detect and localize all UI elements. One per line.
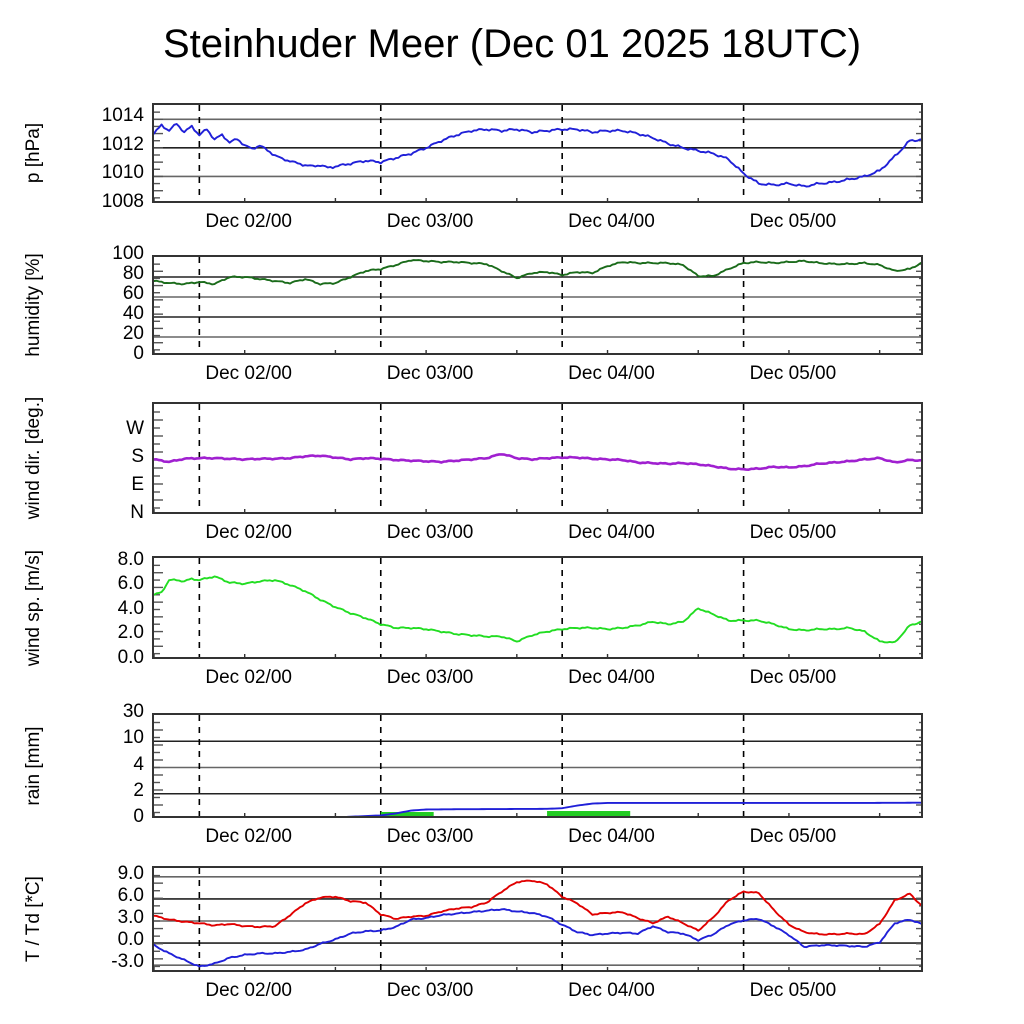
x-tick-pressure-1: Dec 03/00 xyxy=(386,211,474,232)
y-axis-label-temperature: T / Td [*C] xyxy=(23,876,44,962)
x-tick-rain-3: Dec 05/00 xyxy=(749,826,837,847)
y-tick-temperature-4: -3.0 xyxy=(111,951,144,973)
y-tick-rain-0: 30 xyxy=(122,701,144,722)
y-tick-pressure-2: 1010 xyxy=(101,162,144,184)
series-winddir-dir xyxy=(154,453,921,471)
y-tick-temperature-2: 3.0 xyxy=(117,907,144,928)
y-tick-humidity-5: 0 xyxy=(133,343,144,364)
y-tick-windspeed-4: 0.0 xyxy=(117,647,144,668)
y-tick-rain-1: 10 xyxy=(122,727,144,749)
x-tick-humidity-0: Dec 02/00 xyxy=(205,363,292,384)
series-humidity-RH xyxy=(154,259,921,286)
x-tick-windspeed-2: Dec 04/00 xyxy=(568,667,655,688)
y-axis-label-rain: rain [mm] xyxy=(23,725,44,806)
x-tick-winddir-0: Dec 02/00 xyxy=(205,522,292,543)
plot-area-humidity xyxy=(152,255,923,355)
x-tick-winddir-3: Dec 05/00 xyxy=(749,522,837,543)
y-tick-humidity-4: 20 xyxy=(122,323,144,344)
y-tick-windspeed-3: 2.0 xyxy=(117,622,144,644)
plot-area-rain xyxy=(152,713,923,818)
x-tick-rain-0: Dec 02/00 xyxy=(205,826,292,847)
plot-area-pressure xyxy=(152,103,923,203)
x-tick-pressure-2: Dec 04/00 xyxy=(568,211,655,232)
y-tick-rain-3: 2 xyxy=(133,779,144,801)
y-tick-humidity-1: 80 xyxy=(122,263,144,284)
x-tick-pressure-3: Dec 05/00 xyxy=(749,211,837,232)
y-axis-label-humidity: humidity [%] xyxy=(23,253,44,357)
y-tick-temperature-1: 6.0 xyxy=(117,884,144,906)
x-tick-humidity-2: Dec 04/00 xyxy=(568,363,655,384)
y-tick-humidity-3: 40 xyxy=(122,303,144,324)
y-tick-winddir-2: E xyxy=(131,474,144,495)
x-tick-temperature-2: Dec 04/00 xyxy=(568,980,655,1001)
y-tick-pressure-0: 1014 xyxy=(101,105,144,127)
series-temperature-T xyxy=(154,879,921,936)
series-pressure-p xyxy=(154,123,921,188)
y-tick-pressure-1: 1012 xyxy=(101,133,144,155)
x-tick-temperature-3: Dec 05/00 xyxy=(749,980,837,1001)
series-windspeed-ff xyxy=(154,575,921,644)
page-title: Steinhuder Meer (Dec 01 2025 18UTC) xyxy=(162,22,862,66)
x-tick-windspeed-3: Dec 05/00 xyxy=(749,667,837,688)
x-tick-rain-1: Dec 03/00 xyxy=(386,826,474,847)
y-axis-label-pressure: p [hPa] xyxy=(23,122,44,184)
plot-area-temperature xyxy=(152,866,923,972)
y-tick-temperature-0: 9.0 xyxy=(117,862,144,884)
y-axis-label-windspeed: wind sp. [m/s] xyxy=(23,549,44,666)
y-tick-windspeed-1: 6.0 xyxy=(117,573,144,595)
y-tick-winddir-3: N xyxy=(130,502,144,523)
y-tick-windspeed-2: 4.0 xyxy=(117,597,144,619)
y-tick-temperature-3: 0.0 xyxy=(117,929,144,951)
x-tick-humidity-1: Dec 03/00 xyxy=(386,363,474,384)
x-tick-rain-2: Dec 04/00 xyxy=(568,826,655,847)
x-tick-humidity-3: Dec 05/00 xyxy=(749,363,837,384)
plot-area-winddir xyxy=(152,402,923,514)
y-tick-windspeed-0: 8.0 xyxy=(117,548,144,570)
y-tick-humidity-0: 100 xyxy=(112,243,144,264)
y-tick-winddir-1: S xyxy=(131,446,144,467)
y-tick-humidity-2: 60 xyxy=(122,283,144,304)
series-rain-accumulated xyxy=(346,801,921,816)
plot-area-windspeed xyxy=(152,556,923,659)
x-tick-windspeed-1: Dec 03/00 xyxy=(386,667,474,688)
x-tick-temperature-0: Dec 02/00 xyxy=(205,980,292,1001)
x-tick-windspeed-0: Dec 02/00 xyxy=(205,667,292,688)
x-tick-pressure-0: Dec 02/00 xyxy=(205,211,292,232)
series-temperature-Td xyxy=(154,908,921,968)
x-tick-winddir-2: Dec 04/00 xyxy=(568,522,655,543)
y-tick-winddir-0: W xyxy=(126,418,144,439)
x-tick-winddir-1: Dec 03/00 xyxy=(386,522,474,543)
y-axis-label-winddir: wind dir. [deg.] xyxy=(23,396,44,520)
y-tick-rain-2: 4 xyxy=(133,753,144,775)
y-tick-rain-4: 0 xyxy=(133,806,144,827)
x-tick-temperature-1: Dec 03/00 xyxy=(386,980,474,1001)
y-tick-pressure-3: 1008 xyxy=(101,191,144,212)
